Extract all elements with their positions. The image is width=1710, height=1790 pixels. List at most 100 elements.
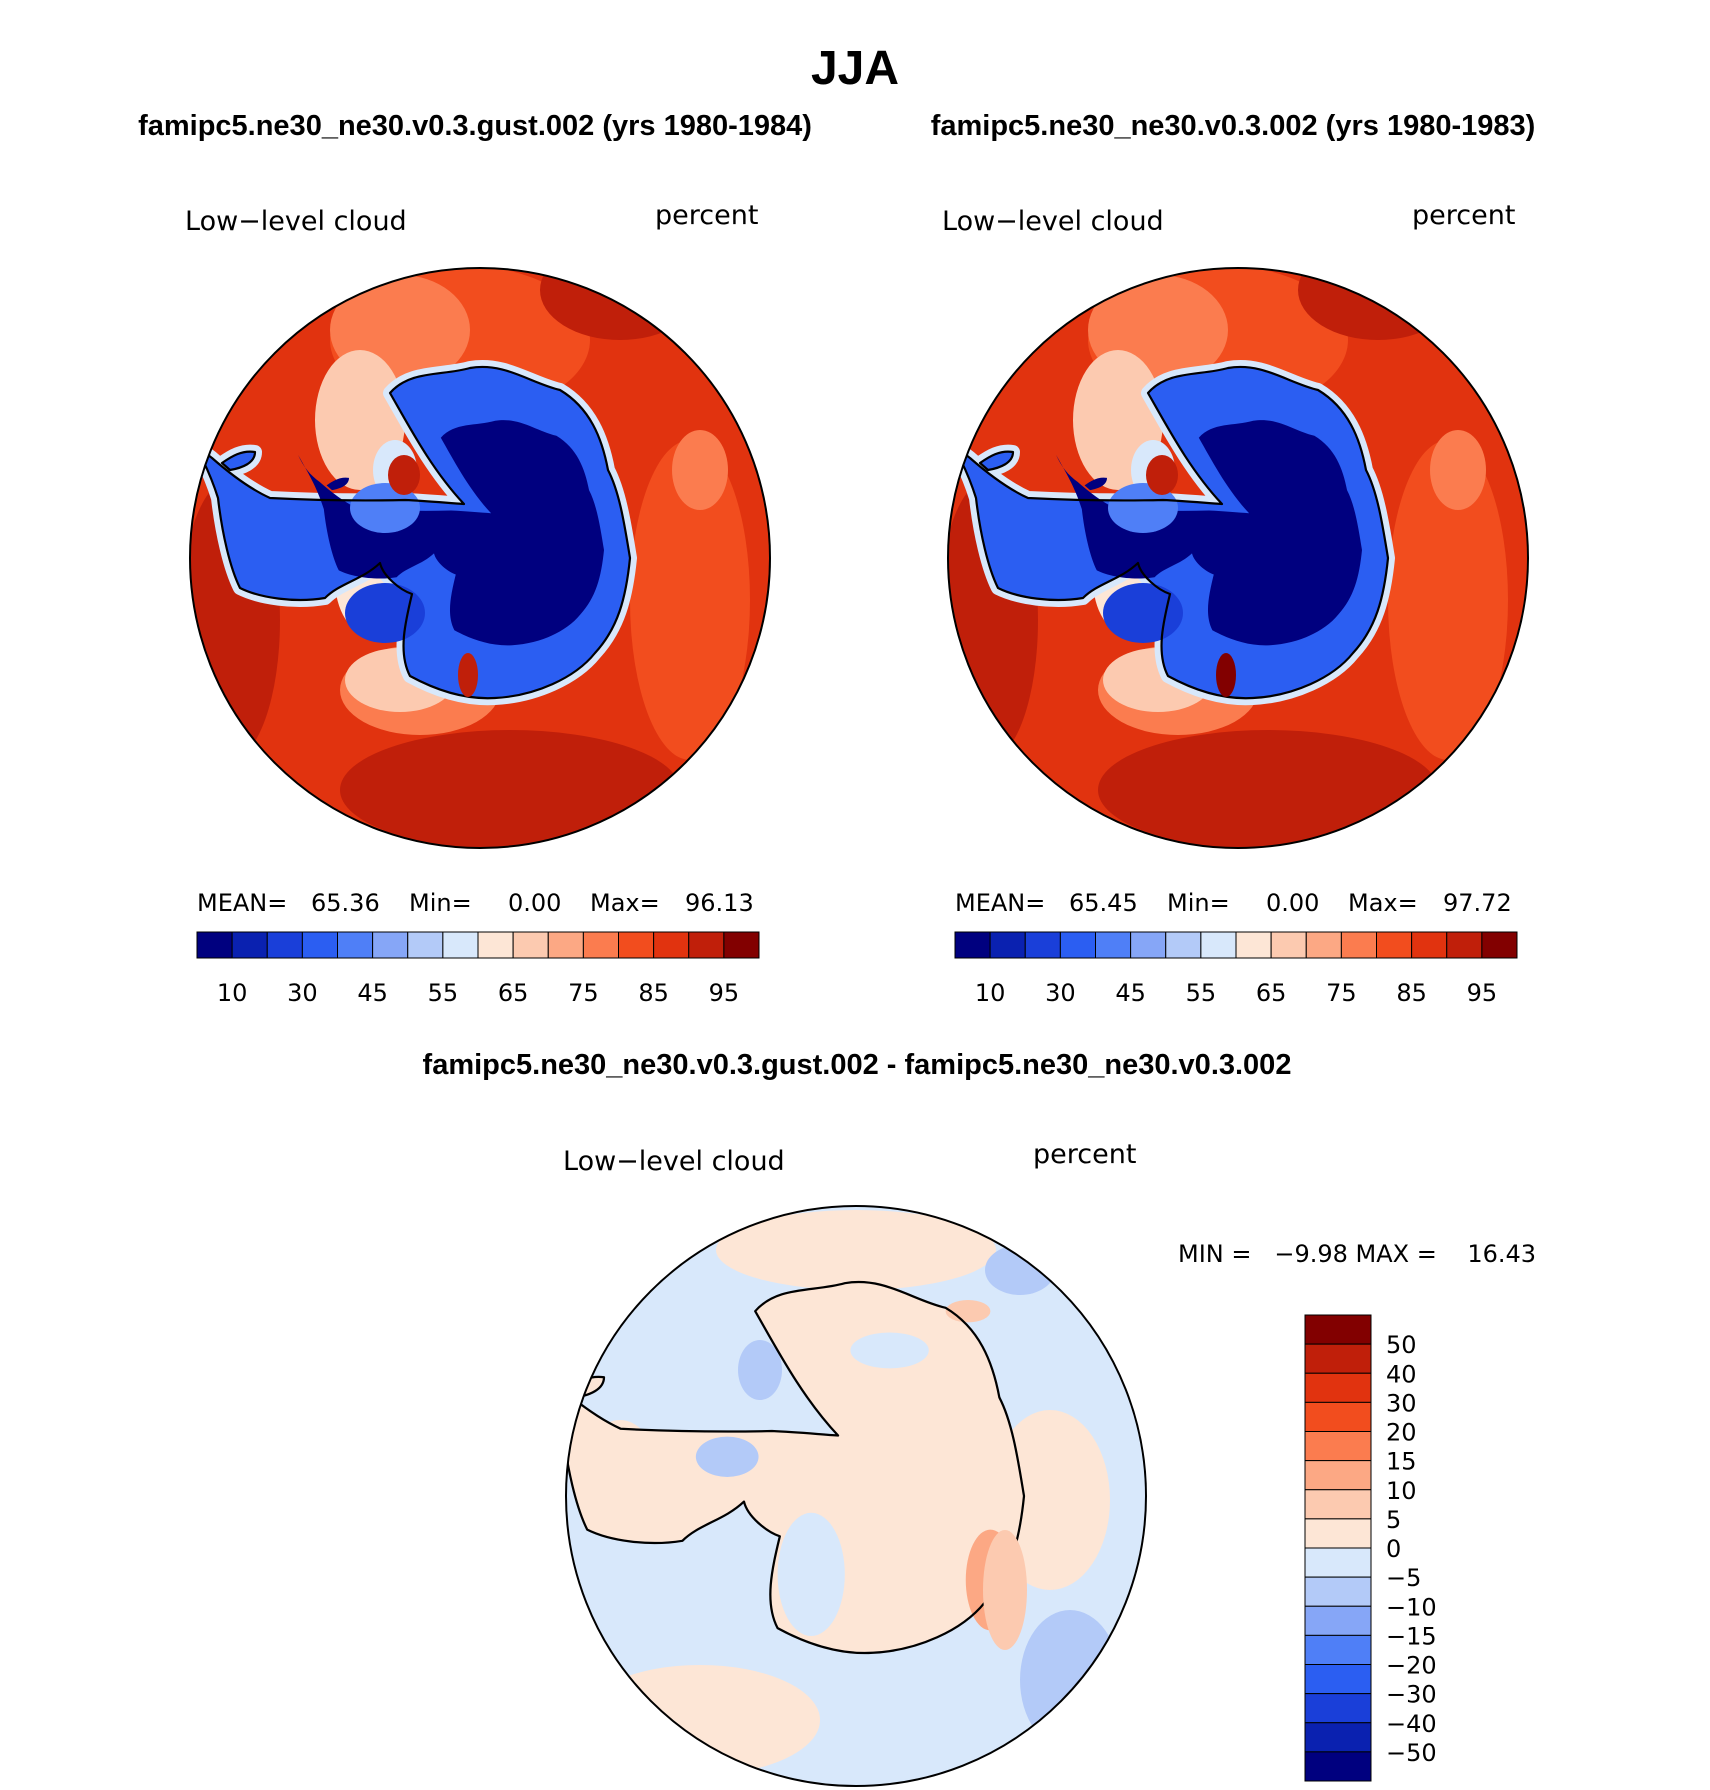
panel-1-colorbar-swatch-9: [512, 931, 549, 959]
panel-3-colorbar-swatch-5: [1304, 1460, 1372, 1491]
panel-3-variable: Low−level cloud: [563, 1146, 785, 1177]
panel-1-colorbar-swatch-4: [337, 931, 374, 959]
panel-1-min-label: Min=: [409, 889, 472, 917]
panel-1-colorbar-swatch-7: [442, 931, 479, 959]
panel-3-colorbar-swatch-13: [1304, 1693, 1372, 1724]
panel-3-colorbar-tick-label-0: 50: [1386, 1331, 1417, 1359]
panel-1-colorbar-tick-label-1: 30: [287, 979, 318, 1007]
panel-2-colorbar-tick-label-2: 45: [1115, 979, 1146, 1007]
panel-3-colorbar-tick-label-7: 0: [1386, 1535, 1401, 1563]
panel-3-colorbar-tick-label-11: −20: [1386, 1652, 1437, 1680]
panel-2-colorbar-swatch-13: [1411, 931, 1448, 959]
panel-3-colorbar-swatch-1: [1304, 1343, 1372, 1374]
panel-1-colorbar-tick-label-3: 55: [428, 979, 459, 1007]
panel-3: famipc5.ne30_ne30.v0.3.gust.002 - famipc…: [423, 1049, 1536, 1787]
panel-2-colorbar-tick-label-3: 55: [1186, 979, 1217, 1007]
panel-1-map: [190, 268, 770, 848]
panel-3-colorbar-swatch-11: [1304, 1634, 1372, 1665]
panel-1: famipc5.ne30_ne30.v0.3.gust.002 (yrs 198…: [138, 110, 812, 1007]
panel-2-colorbar-tick-label-1: 30: [1045, 979, 1076, 1007]
panel-1-colorbar-tick-label-2: 45: [357, 979, 388, 1007]
panel-1-colorbar-tick-label-0: 10: [217, 979, 248, 1007]
panel-3-units: percent: [1033, 1139, 1136, 1170]
panel-3-colorbar-tick-label-9: −10: [1386, 1593, 1437, 1621]
panel-1-mean-value: 65.36: [311, 889, 380, 917]
panel-1-colorbar-swatch-3: [301, 931, 338, 959]
panel-1-colorbar-swatch-11: [582, 931, 619, 959]
panel-2-mean-label: MEAN=: [955, 889, 1045, 917]
panel-2-units: percent: [1412, 200, 1515, 231]
panel-2-colorbar-swatch-0: [954, 931, 991, 959]
panel-1-variable: Low−level cloud: [185, 206, 407, 237]
panel-2-colorbar-swatch-11: [1340, 931, 1377, 959]
panel-3-colorbar-tick-label-13: −40: [1386, 1710, 1437, 1738]
panel-2-colorbar-swatch-6: [1165, 931, 1202, 959]
panel-1-colorbar-swatch-13: [653, 931, 690, 959]
panel-1-colorbar-swatch-10: [547, 931, 584, 959]
panel-3-colorbar-swatch-4: [1304, 1431, 1372, 1462]
panel-1-colorbar-swatch-1: [231, 931, 268, 959]
panel-2-colorbar: 10 30 45 55 65 75 85 95: [954, 931, 1518, 1007]
panel-2-colorbar-swatch-10: [1305, 931, 1342, 959]
panel-3-colorbar-tick-label-8: −5: [1386, 1564, 1421, 1592]
panel-2-mean-value: 65.45: [1069, 889, 1138, 917]
panel-2-map: [948, 268, 1528, 848]
panel-1-title: famipc5.ne30_ne30.v0.3.gust.002 (yrs 198…: [138, 110, 812, 142]
panel-3-colorbar-tick-label-6: 5: [1386, 1506, 1401, 1534]
panel-2-colorbar-tick-label-6: 85: [1396, 979, 1427, 1007]
panel-3-colorbar-swatch-3: [1304, 1401, 1372, 1432]
panel-3-colorbar-swatch-0: [1304, 1314, 1372, 1345]
panel-1-colorbar-swatch-14: [688, 931, 725, 959]
panel-3-colorbar-tick-label-1: 40: [1386, 1360, 1417, 1388]
panel-3-title: famipc5.ne30_ne30.v0.3.gust.002 - famipc…: [423, 1049, 1292, 1081]
panel-1-colorbar-tick-label-4: 65: [498, 979, 529, 1007]
panel-1-units: percent: [655, 200, 758, 231]
panel-1-colorbar-swatch-6: [407, 931, 444, 959]
panel-2-colorbar-swatch-2: [1024, 931, 1061, 959]
panel-1-colorbar-tick-label-6: 85: [638, 979, 669, 1007]
panel-3-colorbar-tick-label-2: 30: [1386, 1389, 1417, 1417]
panel-2-colorbar-tick-label-4: 65: [1256, 979, 1287, 1007]
panel-3-stats: MIN = −9.98 MAX = 16.43: [1178, 1240, 1536, 1268]
panel-1-max-label: Max=: [590, 889, 660, 917]
panel-1-colorbar-swatch-0: [196, 931, 233, 959]
panel-2-colorbar-swatch-12: [1376, 931, 1413, 959]
panel-3-colorbar-swatch-2: [1304, 1372, 1372, 1403]
panel-2-colorbar-swatch-3: [1059, 931, 1096, 959]
panel-2-colorbar-swatch-15: [1481, 931, 1518, 959]
panel-2-variable: Low−level cloud: [942, 206, 1164, 237]
panel-3-colorbar-swatch-12: [1304, 1664, 1372, 1695]
panel-1-colorbar-swatch-12: [618, 931, 655, 959]
panel-2-min-label: Min=: [1167, 889, 1230, 917]
panel-1-mean-label: MEAN=: [197, 889, 287, 917]
panel-2-colorbar-tick-label-7: 95: [1467, 979, 1498, 1007]
panel-3-colorbar-swatch-8: [1304, 1547, 1372, 1578]
panel-1-colorbar-tick-label-7: 95: [709, 979, 740, 1007]
panel-3-colorbar-tick-label-5: 10: [1386, 1477, 1417, 1505]
panel-3-colorbar-swatch-15: [1304, 1751, 1372, 1782]
panel-2-colorbar-tick-label-0: 10: [975, 979, 1006, 1007]
panel-1-colorbar-swatch-15: [723, 931, 760, 959]
panel-3-colorbar-swatch-9: [1304, 1576, 1372, 1607]
panel-3-colorbar-swatch-10: [1304, 1605, 1372, 1636]
panel-3-colorbar-swatch-14: [1304, 1722, 1372, 1753]
panel-2-colorbar-tick-label-5: 75: [1326, 979, 1357, 1007]
panel-3-colorbar-tick-label-3: 20: [1386, 1419, 1417, 1447]
panel-2: famipc5.ne30_ne30.v0.3.002 (yrs 1980-198…: [931, 110, 1536, 1007]
panel-2-colorbar-swatch-4: [1095, 931, 1132, 959]
panel-2-max-value: 97.72: [1443, 889, 1512, 917]
panel-1-max-value: 96.13: [685, 889, 754, 917]
panel-1-colorbar-swatch-8: [477, 931, 514, 959]
panel-2-max-label: Max=: [1348, 889, 1418, 917]
panel-1-min-value: 0.00: [508, 889, 561, 917]
panel-3-colorbar-tick-label-12: −30: [1386, 1681, 1437, 1709]
panel-2-colorbar-swatch-7: [1200, 931, 1237, 959]
panel-1-colorbar-swatch-5: [372, 931, 409, 959]
panel-2-colorbar-swatch-14: [1446, 931, 1483, 959]
panel-2-colorbar-swatch-8: [1235, 931, 1272, 959]
panel-3-colorbar-swatch-7: [1304, 1518, 1372, 1549]
panel-3-colorbar-tick-label-10: −15: [1386, 1622, 1437, 1650]
page-title: JJA: [811, 42, 899, 95]
